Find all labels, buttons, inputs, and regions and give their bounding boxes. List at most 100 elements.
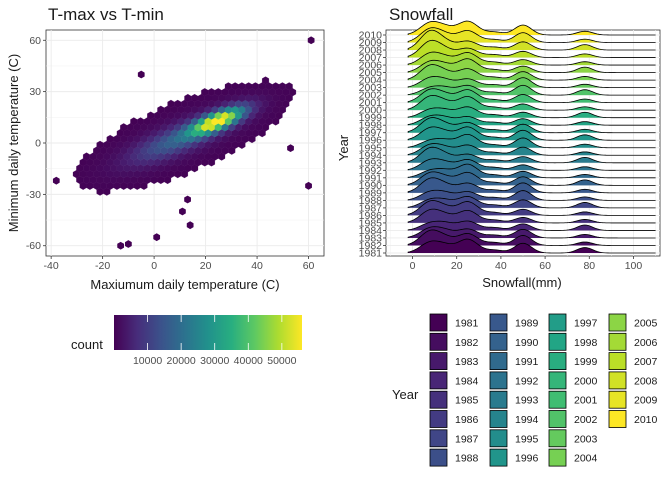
year-legend-label: 1981 [455, 318, 479, 330]
count-legend-tick-label: 50000 [267, 355, 296, 367]
ridgeline-year-label: 1995 [359, 142, 383, 154]
year-legend-key-1999 [548, 352, 567, 371]
hexbin-outlier-cell [287, 144, 294, 153]
year-legend-key-1985 [429, 390, 448, 409]
ridgeline-year-label: 2005 [359, 67, 383, 79]
year-legend-label: 2009 [634, 395, 658, 407]
ridgeline-title: Snowfall [389, 5, 453, 24]
ridgeline-year-label: 2009 [359, 37, 383, 49]
ridge-1990 [408, 171, 656, 186]
hexbin-x-tick-label: -20 [95, 260, 110, 272]
hexbin-grid [46, 30, 324, 256]
year-legend: Year 19811982198319841985198619871988198… [392, 313, 658, 467]
ridgeline-year-label: 1982 [359, 240, 383, 252]
ridgeline-year-label: 1992 [359, 165, 383, 177]
year-legend-key-2004 [548, 448, 567, 467]
ridge-outline-2003 [407, 76, 656, 89]
year-legend-key-2007 [608, 352, 627, 371]
hexbin-cell [285, 82, 293, 91]
ridgeline-year-label: 1984 [359, 225, 383, 237]
ridge-outline-1993 [407, 146, 656, 164]
year-legend-label: 1986 [455, 414, 479, 426]
ridgeline-y-label: Year [336, 134, 351, 161]
ridge-outline-1984 [407, 220, 656, 231]
ridgeline-year-label: 1988 [359, 195, 383, 207]
hexbin-x-ticks: -40 -20 0 20 40 60 [44, 256, 315, 272]
year-legend-key-2010 [608, 410, 627, 428]
ridgeline-ridges [407, 20, 656, 254]
year-legend-label: 1996 [515, 453, 539, 465]
year-legend-label: 1987 [455, 433, 479, 445]
hexbin-y-tick-label: 60 [29, 35, 41, 47]
year-legend-key-2009 [608, 390, 627, 409]
ridge-2008 [408, 30, 656, 51]
count-legend-tick-label: 10000 [133, 355, 162, 367]
ridge-outline-1986 [407, 200, 656, 216]
count-legend-ticks: 10000 20000 30000 40000 50000 [133, 315, 297, 367]
ridge-outline-1997 [407, 117, 656, 134]
hexbin-y-ticks: -60 -30 0 30 60 [26, 35, 46, 252]
year-legend-label: 2007 [634, 356, 658, 368]
ridgeline-year-label: 2002 [359, 90, 383, 102]
ridge-1985 [408, 209, 656, 223]
ridgeline-x-tick-label: 60 [539, 260, 551, 272]
ridge-outline-1994 [407, 143, 656, 156]
hexbin-x-tick-label: 20 [200, 260, 212, 272]
hexbin-x-tick-label: -40 [44, 260, 59, 272]
ridgeline-x-tick-label: 100 [625, 260, 643, 272]
ridge-2004 [408, 64, 656, 81]
year-legend-label: 1999 [574, 356, 598, 368]
ridge-outline-1995 [407, 133, 656, 149]
ridgeline-year-label: 2007 [359, 52, 383, 64]
ridgeline-year-label: 1996 [359, 135, 383, 147]
ridge-outline-1990 [407, 171, 656, 186]
ridgeline-x-tick-label: 80 [583, 260, 595, 272]
hexbin-outlier-cell [153, 233, 161, 242]
ridgeline-x-tick-label: 40 [495, 260, 507, 272]
year-legend-keys: 1981 1982 1983 1984 1985 1986 1987 1988 1989 1990… [429, 313, 658, 467]
ridge-outline-2001 [407, 88, 656, 104]
year-legend-key-2005 [608, 313, 627, 332]
year-legend-key-1989 [489, 313, 508, 332]
ridge-2009 [408, 27, 656, 43]
ridge-outline-1982 [407, 229, 656, 246]
year-legend-key-1982 [429, 332, 448, 351]
ridgeline-panel: Snowfall 1981198219831984198519861987198… [336, 5, 661, 290]
ridge-outline-1996 [407, 126, 656, 141]
hexbin-x-label: Maxiumum daily temperature (C) [90, 277, 279, 292]
year-legend-key-1995 [489, 429, 508, 448]
count-legend: count 10000 20000 30000 40000 50000 [71, 315, 302, 367]
hexbin-x-tick-label: 40 [251, 260, 263, 272]
ridgeline-x-label: Snowfall(mm) [482, 275, 561, 290]
ridgeline-year-label: 1999 [359, 112, 383, 124]
ridgeline-x-tick-label: 20 [451, 260, 463, 272]
ridgeline-year-label: 1998 [359, 120, 383, 132]
ridgeline-year-label: 1993 [359, 157, 383, 169]
ridge-1993 [408, 147, 656, 163]
hexbin-outlier-cell [305, 181, 312, 190]
count-legend-tick-label: 40000 [234, 355, 263, 367]
count-colorbar [114, 315, 302, 350]
ridge-outline-2010 [407, 20, 656, 36]
year-legend-key-1983 [429, 352, 448, 371]
year-legend-label: 1988 [455, 453, 479, 465]
year-legend-label: 2000 [574, 375, 598, 387]
count-legend-tick-label: 20000 [167, 355, 196, 367]
year-legend-key-1988 [429, 448, 448, 467]
ridgeline-year-label: 1991 [359, 172, 383, 184]
ridge-outline-2008 [407, 29, 656, 51]
ridge-outline-2005 [407, 58, 656, 73]
ridgeline-year-label: 1986 [359, 210, 383, 222]
ridge-outline-2009 [407, 27, 656, 43]
ridgeline-year-label: 1981 [359, 248, 383, 260]
ridgeline-year-label: 2001 [359, 97, 383, 109]
ridge-outline-1991 [407, 163, 656, 179]
year-legend-label: 2005 [634, 318, 658, 330]
year-legend-label: 1994 [515, 414, 539, 426]
year-legend-label: 2004 [574, 453, 598, 465]
ridge-outline-1985 [407, 208, 656, 224]
year-legend-key-1981 [429, 313, 448, 332]
hexbin-title: T-max vs T-min [48, 5, 164, 24]
year-legend-label: 1983 [455, 356, 479, 368]
